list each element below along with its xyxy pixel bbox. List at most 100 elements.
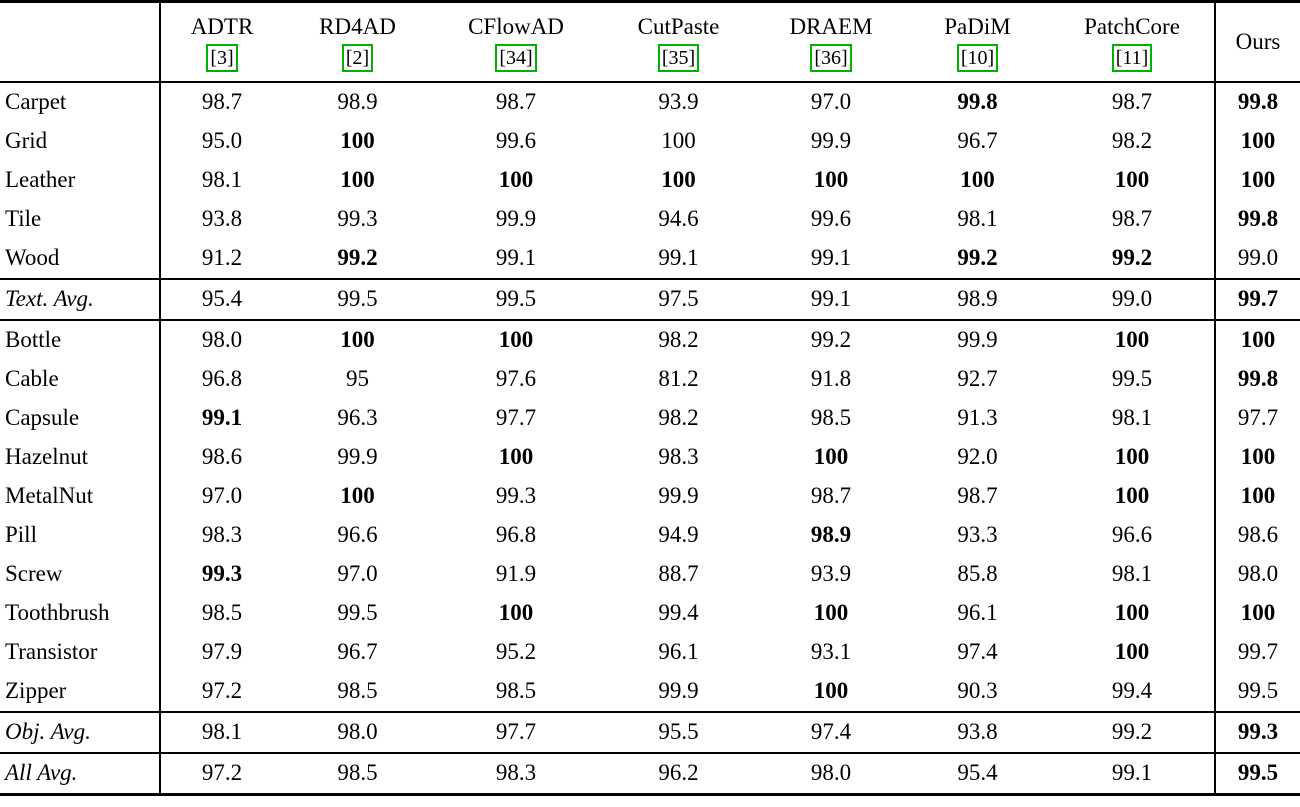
value-cell: 99.0 [1214, 239, 1300, 279]
row-label: Grid [0, 122, 161, 161]
citation-line: [11] [1050, 42, 1214, 72]
table-row: Wood 91.2 99.2 99.1 99.1 99.1 99.2 99.2 99.0 [0, 239, 1300, 279]
value-cell: 98.7 [957, 483, 998, 508]
column-header-cflowad: CFlowAD [34] [432, 2, 600, 83]
value-cell: 100 [1214, 477, 1300, 516]
value-cell: 95.2 [495, 639, 537, 664]
value-cell: 97.9 [201, 639, 243, 664]
value-cell: 100 [1214, 594, 1300, 633]
column-header-rd4ad: RD4AD [2] [283, 2, 432, 83]
citation-line: [35] [600, 42, 757, 72]
value-cell: 99.3 [201, 561, 243, 586]
value-cell: 100 [1114, 600, 1150, 625]
row-label: Toothbrush [0, 594, 161, 633]
citation-link[interactable]: [2] [341, 44, 374, 72]
value-cell: 98.9 [337, 89, 378, 114]
value-cell: 99.9 [810, 128, 852, 153]
value-cell: 99.5 [337, 600, 378, 625]
column-header-patchcore: PatchCore [11] [1050, 2, 1215, 83]
section-object-average: Obj. Avg. 98.1 98.0 97.7 95.5 97.4 93.8 99.2 99.… [0, 712, 1300, 753]
value-cell: 100 [960, 167, 995, 192]
value-cell: 100 [498, 327, 534, 352]
value-cell: 100 [661, 128, 696, 153]
value-cell: 100 [813, 600, 849, 625]
table-row: All Avg. 97.2 98.5 98.3 96.2 98.0 95.4 99.1 99.5 [0, 753, 1300, 795]
value-cell: 97.0 [810, 89, 852, 114]
row-label: Capsule [0, 399, 161, 438]
value-cell: 91.2 [201, 245, 243, 270]
value-cell: 85.8 [957, 561, 998, 586]
column-header-ours: Ours [1214, 1, 1300, 82]
value-cell: 99.9 [495, 206, 537, 231]
citation-link[interactable]: [36] [810, 44, 852, 72]
value-cell: 97.2 [201, 678, 243, 703]
row-label: Tile [0, 200, 161, 239]
value-cell: 98.6 [1214, 516, 1300, 555]
table-row: Hazelnut 98.6 99.9 100 98.3 100 92.0 100 100 [0, 438, 1300, 477]
value-cell: 98.1 [201, 719, 243, 744]
value-cell: 98.5 [495, 678, 537, 703]
method-name: Ours [1235, 29, 1281, 54]
value-cell: 99.9 [658, 678, 699, 703]
table-row: Cable 96.8 95 97.6 81.2 91.8 92.7 99.5 99.8 [0, 360, 1300, 399]
value-cell: 99.6 [810, 206, 852, 231]
value-cell: 99.3 [495, 483, 537, 508]
section-textures: Carpet 98.7 98.9 98.7 93.9 97.0 99.8 98.7 99.8 Gr… [0, 82, 1300, 279]
value-cell: 98.7 [810, 483, 852, 508]
citation-line: [34] [432, 42, 600, 72]
column-header-cutpaste: CutPaste [35] [600, 2, 757, 83]
value-cell: 93.8 [957, 719, 998, 744]
citation-line: [3] [161, 42, 283, 72]
value-cell: 96.1 [957, 600, 998, 625]
value-cell: 98.0 [810, 760, 852, 785]
row-label: Screw [0, 555, 161, 594]
value-cell: 93.9 [810, 561, 852, 586]
value-cell: 100 [498, 444, 534, 469]
value-cell: 100 [1114, 444, 1150, 469]
table-row: Capsule 99.1 96.3 97.7 98.2 98.5 91.3 98.1 97.7 [0, 399, 1300, 438]
value-cell: 96.7 [957, 128, 998, 153]
row-label: Carpet [0, 82, 161, 122]
value-cell: 93.9 [658, 89, 699, 114]
value-cell: 100 [1214, 161, 1300, 200]
method-name: ADTR [190, 14, 254, 39]
value-cell: 99.4 [1111, 678, 1153, 703]
value-cell: 100 [340, 167, 375, 192]
row-label-header [0, 1, 161, 82]
value-cell: 93.3 [957, 522, 998, 547]
citation-line: [10] [905, 42, 1050, 72]
value-cell: 96.1 [658, 639, 699, 664]
citation-link[interactable]: [10] [956, 44, 999, 72]
value-cell: 98.3 [658, 444, 699, 469]
citation-link[interactable]: [35] [657, 44, 700, 72]
section-texture-average: Text. Avg. 95.4 99.5 99.5 97.5 99.1 98.9 99.0 99… [0, 279, 1300, 320]
value-cell: 99.2 [337, 245, 378, 270]
value-cell: 99.2 [810, 327, 852, 352]
value-cell: 99.9 [658, 483, 699, 508]
value-cell: 97.7 [495, 719, 537, 744]
citation-link[interactable]: [34] [495, 44, 537, 72]
value-cell: 95 [346, 366, 369, 391]
value-cell: 99.5 [1111, 366, 1153, 391]
table-header: ADTR [3] RD4AD [2] CFlowAD [34] CutPaste [35] DR… [0, 1, 1300, 83]
table-row: Carpet 98.7 98.9 98.7 93.9 97.0 99.8 98.7 99.8 [0, 82, 1300, 122]
value-cell: 98.2 [658, 405, 699, 430]
table-row: Bottle 98.0 100 100 98.2 99.2 99.9 100 100 [0, 320, 1300, 360]
method-name: RD4AD [319, 14, 396, 39]
table-row: Transistor 97.9 96.7 95.2 96.1 93.1 97.4 100 99.… [0, 633, 1300, 672]
value-cell: 96.7 [337, 639, 378, 664]
value-cell: 99.1 [658, 245, 699, 270]
value-cell: 99.9 [337, 444, 378, 469]
value-cell: 95.5 [658, 719, 699, 744]
value-cell: 97.4 [810, 719, 852, 744]
value-cell: 99.4 [658, 600, 699, 625]
citation-link[interactable]: [11] [1111, 44, 1153, 72]
row-label: Obj. Avg. [0, 712, 161, 753]
value-cell: 100 [1114, 483, 1150, 508]
table-row: Zipper 97.2 98.5 98.5 99.9 100 90.3 99.4 99.5 [0, 672, 1300, 712]
value-cell: 98.5 [337, 678, 378, 703]
value-cell: 90.3 [957, 678, 998, 703]
value-cell: 100 [498, 600, 534, 625]
value-cell: 99.1 [1111, 760, 1153, 785]
citation-link[interactable]: [3] [206, 44, 238, 72]
